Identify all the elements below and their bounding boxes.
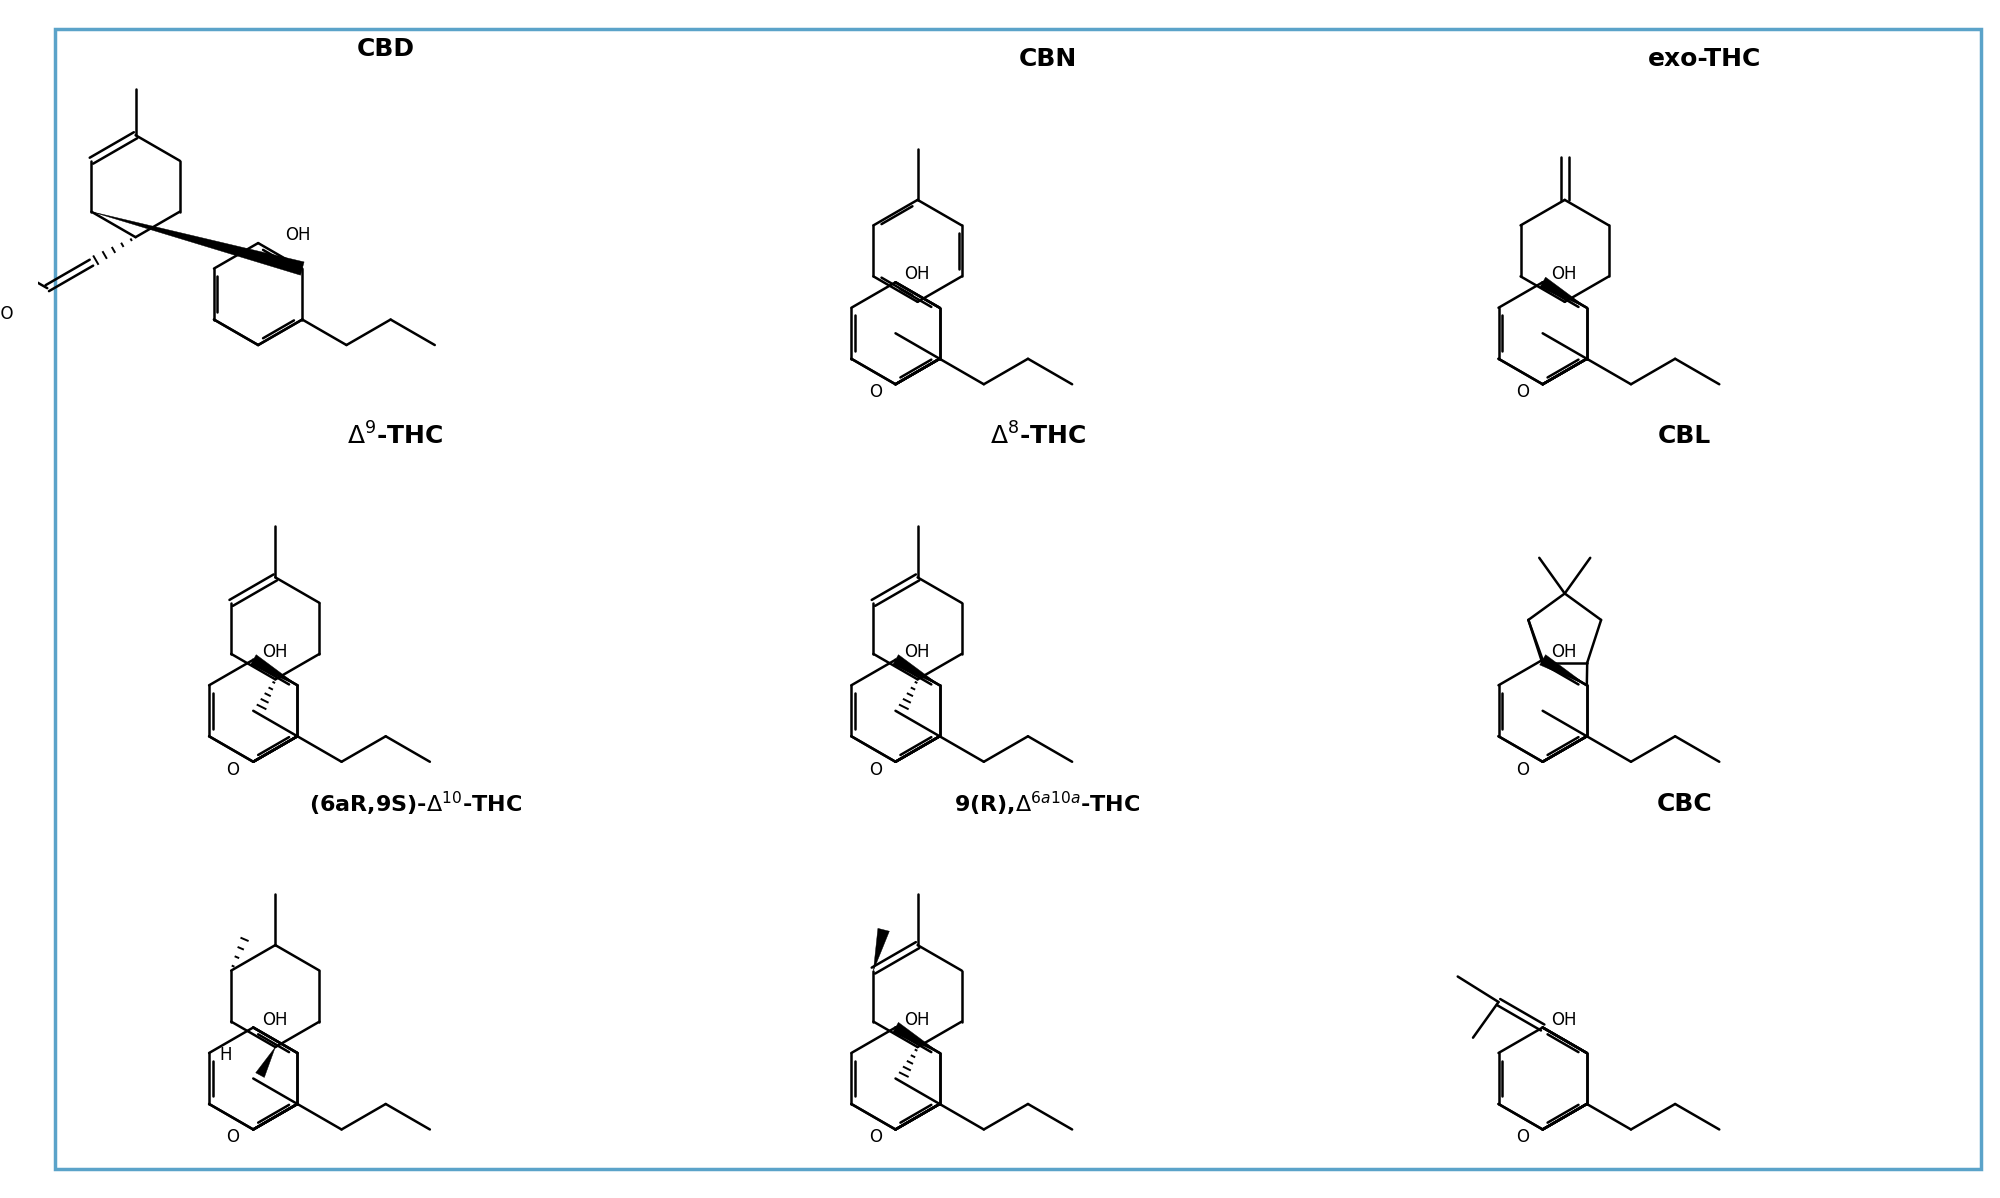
Polygon shape (92, 212, 304, 276)
Text: O: O (1516, 761, 1528, 779)
Text: OH: OH (904, 266, 930, 284)
Text: O: O (868, 761, 882, 779)
Text: OH: OH (1552, 1011, 1576, 1029)
Text: O: O (868, 383, 882, 401)
Text: CBC: CBC (1656, 792, 1712, 816)
Text: OH: OH (286, 226, 312, 244)
Polygon shape (892, 1022, 940, 1053)
Polygon shape (256, 1047, 276, 1077)
Polygon shape (874, 928, 890, 970)
Polygon shape (1540, 277, 1586, 308)
Text: OH: OH (1552, 266, 1576, 284)
Text: exo-THC: exo-THC (1648, 47, 1762, 71)
Text: O: O (1516, 383, 1528, 401)
Text: OH: OH (904, 643, 930, 661)
Text: CBN: CBN (1018, 47, 1076, 71)
Text: CBD: CBD (356, 37, 414, 61)
Text: O: O (868, 1129, 882, 1146)
Text: OH: OH (904, 1011, 930, 1029)
Text: OH: OH (262, 643, 288, 661)
Text: O: O (226, 761, 240, 779)
Text: (6aR,9S)-$\Delta^{10}$-THC: (6aR,9S)-$\Delta^{10}$-THC (308, 789, 522, 818)
Polygon shape (1540, 654, 1586, 685)
Text: CBL: CBL (1658, 424, 1712, 448)
Text: OH: OH (262, 1011, 288, 1029)
Polygon shape (892, 654, 940, 685)
Text: H: H (220, 1046, 232, 1064)
Text: HO: HO (0, 304, 14, 322)
Text: $\Delta^{8}$-THC: $\Delta^{8}$-THC (990, 423, 1086, 449)
Polygon shape (250, 654, 298, 685)
Text: $\Delta^{9}$-THC: $\Delta^{9}$-THC (348, 423, 444, 449)
Text: O: O (226, 1129, 240, 1146)
Text: 9(R),$\Delta^{6a10a}$-THC: 9(R),$\Delta^{6a10a}$-THC (954, 789, 1140, 818)
Text: O: O (1516, 1129, 1528, 1146)
Text: OH: OH (1552, 643, 1576, 661)
